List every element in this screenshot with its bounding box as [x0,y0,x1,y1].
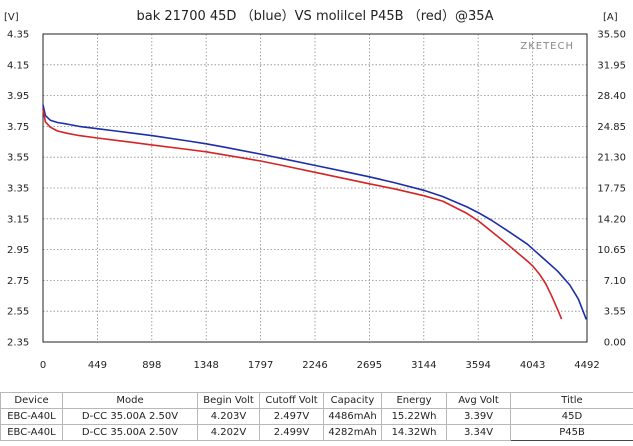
y2-tick-label: 0.00 [604,338,626,349]
y2-tick-label: 28.40 [597,91,626,102]
x-tick-label: 3594 [465,360,490,371]
cell-avg-volt: 3.39V [446,408,511,425]
y2-tick-label: 35.50 [597,30,626,41]
right-axis-ticks: 35.50 31.95 28.40 24.85 21.30 17.75 14.20 10.65… [597,30,626,349]
y2-tick-label: 14.20 [597,214,626,225]
y-tick-label: 4.15 [7,60,29,71]
cell-mode: D-CC 35.00A 2.50V [62,408,198,425]
left-axis-unit: [V] [4,12,19,23]
cell-capacity: 4282mAh [323,424,382,441]
x-tick-label: 3144 [411,360,436,371]
header-avg-volt: Avg Volt [446,392,511,409]
cell-title: 45D [510,408,633,425]
header-title: Title [510,392,633,409]
y2-tick-label: 10.65 [597,245,626,256]
y2-tick-label: 7.10 [604,276,626,287]
header-begin-volt: Begin Volt [197,392,260,409]
y2-tick-label: 17.75 [597,184,626,195]
y-tick-label: 3.35 [7,184,29,195]
cell-capacity: 4486mAh [323,408,382,425]
cell-cutoff-volt: 2.499V [259,424,324,441]
x-tick-label: 2695 [357,360,382,371]
cell-device: EBC-A40L [0,408,63,425]
y-tick-label: 2.55 [7,307,29,318]
y2-tick-label: 21.30 [597,153,626,164]
series-line-red [42,109,563,320]
x-tick-label: 1797 [248,360,273,371]
y-tick-label: 3.75 [7,122,29,133]
cell-cutoff-volt: 2.497V [259,408,324,425]
results-table: Device Mode Begin Volt Cutoff Volt Capac… [0,392,633,441]
cell-begin-volt: 4.202V [197,424,260,441]
y-tick-label: 2.95 [7,245,29,256]
x-tick-label: 2246 [302,360,327,371]
results-header-row: Device Mode Begin Volt Cutoff Volt Capac… [0,392,633,409]
y-tick-label: 2.75 [7,276,29,287]
y2-tick-label: 3.55 [604,307,626,318]
y2-tick-label: 24.85 [597,122,626,133]
cell-title: P45B [510,424,633,441]
series-lines [42,104,588,320]
header-mode: Mode [62,392,198,409]
results-row-45d[interactable]: EBC-A40L D-CC 35.00A 2.50V 4.203V 2.497V… [0,408,633,425]
x-tick-label: 4043 [520,360,545,371]
series-line-blue [42,104,588,320]
cell-device: EBC-A40L [0,424,63,441]
x-tick-label: 898 [142,360,161,371]
results-row-p45b[interactable]: EBC-A40L D-CC 35.00A 2.50V 4.202V 2.499V… [0,424,633,441]
x-axis-ticks: 0 449 898 1348 1797 2246 2695 3144 3594 4043 4492 [40,360,600,371]
chart-title: bak 21700 45D （blue）VS molilcel P45B （re… [137,9,494,24]
plot-area-border [42,33,588,343]
x-tick-label: 449 [88,360,107,371]
watermark-zketech: ZKETECH [520,41,574,52]
header-device: Device [0,392,63,409]
header-cutoff-volt: Cutoff Volt [259,392,324,409]
right-axis-unit: [A] [603,12,618,23]
x-tick-label: 0 [40,360,46,371]
header-energy: Energy [381,392,447,409]
x-tick-label: 1348 [193,360,218,371]
left-axis-ticks: 4.35 4.15 3.95 3.75 3.55 3.35 3.15 2.95 2.75 2.55… [7,30,29,349]
y-tick-label: 3.55 [7,153,29,164]
cell-mode: D-CC 35.00A 2.50V [62,424,198,441]
cell-energy: 15.22Wh [381,408,447,425]
cell-begin-volt: 4.203V [197,408,260,425]
cell-energy: 14.32Wh [381,424,447,441]
chart-grid [43,34,587,342]
x-tick-label: 4492 [574,360,599,371]
y-tick-label: 4.35 [7,30,29,41]
discharge-chart: bak 21700 45D （blue）VS molilcel P45B （re… [4,9,626,371]
y2-tick-label: 31.95 [597,60,626,71]
y-tick-label: 3.95 [7,91,29,102]
y-tick-label: 2.35 [7,338,29,349]
cell-avg-volt: 3.34V [446,424,511,441]
header-capacity: Capacity [323,392,382,409]
y-tick-label: 3.15 [7,214,29,225]
